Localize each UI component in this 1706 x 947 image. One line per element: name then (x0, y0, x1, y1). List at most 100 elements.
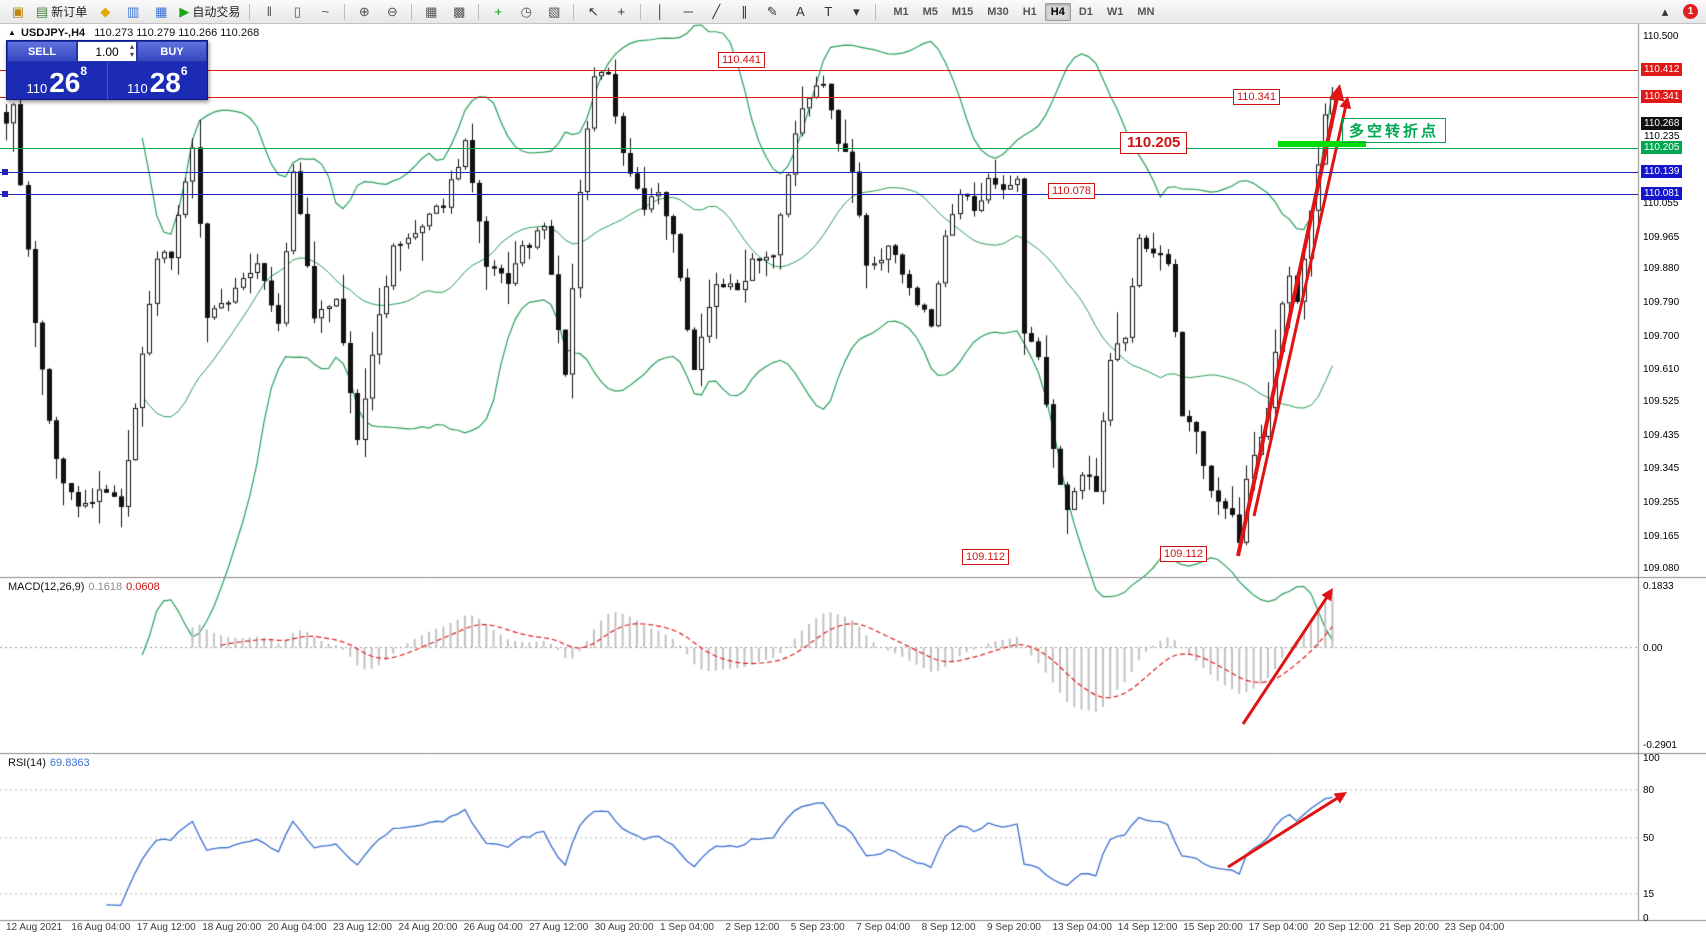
price-callout[interactable]: 109.112 (962, 548, 1009, 565)
cascade-windows-icon[interactable]: ▩ (445, 1, 473, 23)
turning-point-note[interactable]: 多空转折点 (1342, 118, 1447, 144)
templates-icon: ▧ (548, 4, 561, 19)
candlestick-chart-icon[interactable]: ▯ (283, 1, 311, 23)
timeframe-button-m1[interactable]: M1 (893, 5, 909, 18)
sell-button[interactable]: SELL (7, 41, 77, 62)
rsi-label: RSI(14) 69.8363 (8, 757, 90, 769)
price-callout[interactable]: 110.205 (1120, 131, 1188, 154)
time-tick: 18 Aug 20:00 (202, 922, 262, 933)
timeframe-button-m15[interactable]: M15 (951, 5, 974, 18)
crosshair-icon[interactable]: + (607, 1, 635, 23)
symbol-period-label: USDJPY-,H4 (20, 27, 86, 39)
label-icon[interactable]: T (814, 1, 842, 23)
shapes-dropdown[interactable]: ▾ (842, 1, 870, 23)
templates-button[interactable]: ▧ (540, 1, 568, 23)
price-callout[interactable]: 110.441 (718, 51, 765, 68)
indicators-button[interactable]: + (484, 1, 512, 23)
vertical-line-icon: │ (656, 4, 665, 19)
channel-icon[interactable]: ∥ (730, 1, 758, 23)
timeframe-button-h1[interactable]: H1 (1022, 5, 1037, 18)
volume-input[interactable]: 1.00 ▴ ▾ (77, 41, 137, 62)
text-icon: A (795, 4, 805, 19)
buy-price-big-figure: 110 (126, 81, 148, 96)
price-tick: 109.610 (1643, 364, 1680, 376)
new-order-icon: ▤ (36, 4, 49, 19)
buy-price[interactable]: 110 28 6 (108, 62, 208, 99)
cascade-windows-icon: ▩ (453, 4, 466, 19)
zoom-in-icon[interactable]: ⊕ (350, 1, 378, 23)
time-tick: 24 Aug 20:00 (398, 922, 458, 933)
line-chart-icon[interactable]: ~ (311, 1, 339, 23)
expand-toolbar-icon: ▴ (1661, 4, 1669, 19)
macd-axis-tick: 0.1833 (1643, 581, 1674, 593)
horizontal-price-line[interactable] (0, 172, 1638, 174)
line-edge-marker[interactable] (2, 169, 8, 176)
line-edge-marker[interactable] (2, 191, 8, 198)
vertical-line-icon[interactable]: │ (646, 1, 674, 23)
navigator-icon: ▦ (155, 4, 168, 19)
horizontal-price-line[interactable] (0, 70, 1638, 72)
sell-price[interactable]: 110 26 8 (7, 62, 107, 99)
toolbar-button-groups: ▣ ▤ 新订单 ◆ ▥ ▦ ▶ 自动交易 ‖ ▯ ~ ⊕ ⊖ ▦ ▩ + ◷ ▧ ↖ + │ ─ ╱ ∥ ✎ A T ▾ (4, 1, 881, 23)
periods-button[interactable]: ◷ (512, 1, 540, 23)
price-callout[interactable]: 109.112 (1160, 546, 1207, 563)
tile-windows-icon[interactable]: ▦ (417, 1, 445, 23)
zoom-out-icon[interactable]: ⊖ (378, 1, 406, 23)
time-tick: 23 Sep 04:00 (1444, 922, 1505, 933)
new-order-button-label: 新订单 (51, 5, 88, 19)
macd-label: MACD(12,26,9) 0.1618 0.0608 (8, 581, 160, 593)
horizontal-price-line[interactable] (0, 194, 1638, 196)
draw-icon: ✎ (766, 4, 778, 19)
timeframe-button-mn[interactable]: MN (1137, 5, 1155, 18)
horizontal-price-line[interactable] (0, 96, 1638, 98)
macd-value: 0.1618 (88, 581, 123, 593)
timeframe-button-m5[interactable]: M5 (922, 5, 938, 18)
rsi-axis-tick: 100 (1643, 753, 1660, 764)
time-tick: 9 Sep 20:00 (987, 922, 1041, 933)
timeframe-button-d1[interactable]: D1 (1078, 5, 1093, 18)
rsi-axis-tick: 15 (1643, 889, 1655, 900)
navigator-icon[interactable]: ▦ (147, 1, 175, 23)
volume-value: 1.00 (95, 44, 119, 59)
support-highlight-line[interactable] (1278, 141, 1366, 148)
time-tick: 7 Sep 04:00 (856, 922, 911, 933)
label-icon: T (824, 4, 833, 19)
price-tick: 109.165 (1643, 530, 1680, 542)
time-tick: 2 Sep 12:00 (725, 922, 780, 933)
price-callout[interactable]: 110.341 (1233, 88, 1280, 105)
price-axis[interactable] (1639, 24, 1706, 896)
cursor-icon[interactable]: ↖ (579, 1, 607, 23)
expand-toolbar-icon[interactable]: ▴ (1651, 1, 1679, 23)
timeframe-button-m30[interactable]: M30 (987, 5, 1009, 18)
price-tick: 109.345 (1643, 463, 1680, 475)
price-tick: 109.525 (1643, 396, 1680, 408)
buy-price-pips: 28 (149, 67, 181, 99)
time-tick: 17 Sep 04:00 (1248, 922, 1309, 933)
draw-icon[interactable]: ✎ (758, 1, 786, 23)
notification-badge[interactable]: 1 (1683, 4, 1698, 19)
text-icon[interactable]: A (786, 1, 814, 23)
timeframe-button-w1[interactable]: W1 (1106, 5, 1124, 18)
market-watch-icon[interactable]: ◆ (91, 1, 119, 23)
buy-price-point: 6 (180, 64, 188, 78)
autotrading-button[interactable]: ▶ 自动交易 (175, 1, 244, 23)
trendline-icon[interactable]: ╱ (702, 1, 730, 23)
timeframe-button-h4[interactable]: H4 (1044, 2, 1071, 21)
bar-chart-icon[interactable]: ‖ (255, 1, 283, 23)
data-window-icon[interactable]: ▥ (119, 1, 147, 23)
price-callout[interactable]: 110.078 (1048, 182, 1095, 199)
buy-button[interactable]: BUY (137, 41, 207, 62)
volume-down-icon[interactable]: ▾ (129, 50, 134, 59)
new-order-button[interactable]: ▤ 新订单 (32, 1, 91, 23)
price-tick: 109.880 (1643, 263, 1680, 275)
time-tick: 1 Sep 04:00 (660, 922, 714, 933)
chart-canvas[interactable] (0, 24, 1706, 947)
price-tick: 109.790 (1643, 297, 1680, 308)
chart-window-icon[interactable]: ▣ (4, 1, 32, 23)
volume-up-icon[interactable]: ▴ (129, 42, 134, 51)
price-tick: 109.435 (1643, 429, 1680, 441)
horizontal-line-icon[interactable]: ─ (674, 1, 702, 23)
market-watch-icon: ◆ (100, 4, 111, 19)
horizontal-price-line[interactable] (0, 147, 1638, 149)
